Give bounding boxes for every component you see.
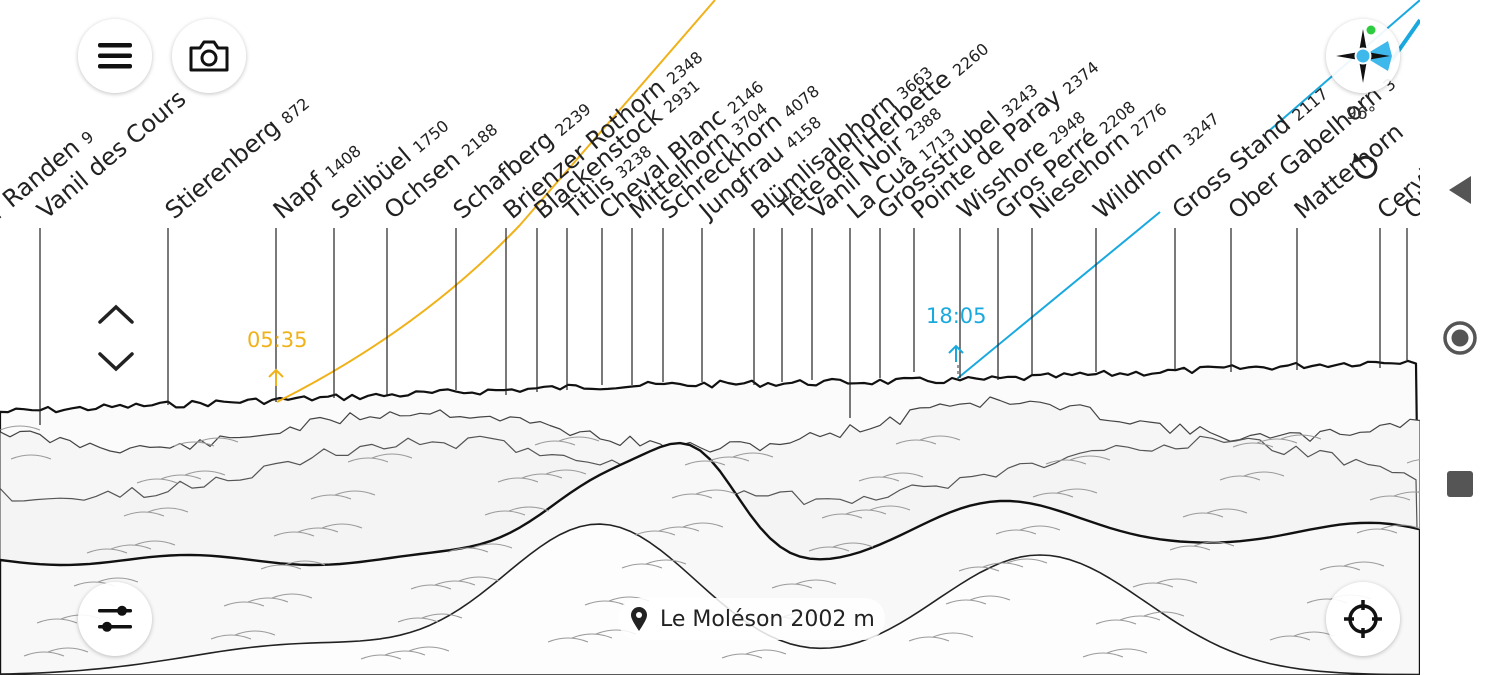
peak-elevation: 2188	[458, 120, 501, 161]
tilt-up-button[interactable]	[96, 300, 136, 330]
location-pin-icon	[631, 607, 647, 631]
back-triangle-icon	[1449, 176, 1471, 204]
compass-button[interactable]	[1326, 19, 1400, 93]
heading-readout: 96°	[1346, 104, 1377, 124]
system-navigation-bar	[1420, 0, 1500, 675]
camera-icon	[189, 40, 229, 72]
sunset-time: 18:05	[926, 304, 987, 328]
chevron-up-icon	[98, 304, 134, 324]
locate-button[interactable]	[1326, 582, 1400, 656]
nav-recents-button[interactable]	[1420, 454, 1500, 514]
location-label: Le Moléson 2002 m	[660, 606, 875, 632]
recents-square-icon	[1447, 471, 1473, 497]
sliders-icon	[98, 605, 132, 632]
sunset-arrow-icon	[946, 342, 966, 368]
panorama-view[interactable]: r Randen 9 Vanil des Cours Stierenberg 87…	[0, 0, 1420, 675]
peak-elevation: 3247	[1180, 109, 1223, 150]
sunrise-time: 05:35	[247, 328, 308, 352]
tilt-down-button[interactable]	[96, 346, 136, 376]
nav-back-button[interactable]	[1420, 160, 1500, 220]
location-indicator[interactable]: Le Moléson 2002 m	[618, 598, 885, 640]
settings-button[interactable]	[78, 582, 152, 656]
peak-elevation: 2260	[949, 39, 992, 80]
peak-elevation: 4078	[780, 81, 823, 122]
menu-icon	[98, 43, 132, 69]
home-circle-icon	[1443, 321, 1477, 355]
crosshair-icon	[1344, 600, 1382, 638]
reset-rotation-button[interactable]	[1350, 152, 1380, 186]
camera-button[interactable]	[172, 19, 246, 93]
nav-home-button[interactable]	[1420, 308, 1500, 368]
sunrise-arrow-icon	[266, 366, 286, 392]
rotate-icon	[1353, 155, 1378, 179]
menu-button[interactable]	[78, 19, 152, 93]
compass-icon	[1336, 25, 1392, 83]
peak-elevation: 2374	[1059, 58, 1102, 99]
chevron-down-icon	[98, 352, 134, 372]
